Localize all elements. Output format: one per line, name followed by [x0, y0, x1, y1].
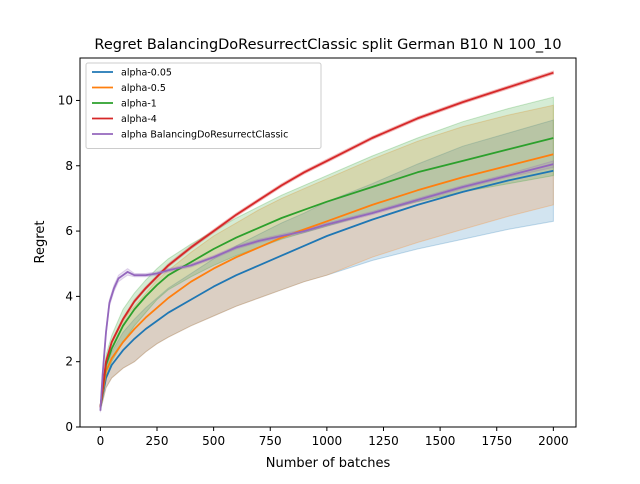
- legend-label: alpha-0.05: [121, 68, 172, 79]
- x-tick-label: 1000: [312, 434, 343, 448]
- x-tick-label: 250: [146, 434, 169, 448]
- y-axis-ticks: 0 2 4 6 8 10: [58, 93, 80, 434]
- x-axis-label: Number of batches: [266, 456, 391, 471]
- legend-box: [85, 62, 322, 149]
- legend-label: alpha-1: [121, 99, 157, 110]
- series-lines: [99, 71, 554, 411]
- legend-label: alpha BalancingDoResurrectClassic: [121, 130, 288, 141]
- x-tick-label: 750: [259, 434, 282, 448]
- x-tick-label: 500: [202, 434, 225, 448]
- x-tick-label: 2000: [538, 434, 569, 448]
- y-axis-label: Regret: [33, 221, 48, 264]
- x-tick-label: 1750: [481, 434, 512, 448]
- y-tick-label: 0: [65, 420, 73, 434]
- band-alpha-4: [99, 70, 554, 410]
- x-tick-label: 1250: [368, 434, 399, 448]
- x-tick-label: 0: [97, 434, 105, 448]
- y-tick-label: 2: [65, 355, 73, 369]
- y-tick-label: 10: [58, 93, 73, 107]
- y-tick-label: 6: [65, 224, 73, 238]
- band-alpha-balancingdoresurrectclassic: [99, 160, 554, 413]
- series-line-alpha-0-05: [99, 169, 554, 408]
- chart-title: Regret BalancingDoResurrectClassic split…: [94, 37, 561, 53]
- series-line-alpha-balancingdoresurrectclassic: [99, 163, 554, 411]
- y-tick-label: 8: [65, 159, 73, 173]
- y-tick-label: 4: [65, 289, 73, 303]
- x-axis-ticks: 0 250 500 750 1000 1250 1500 1750 2000: [97, 427, 569, 448]
- band-alpha-1: [99, 96, 554, 411]
- series-line-alpha-0-5: [99, 153, 554, 408]
- x-tick-label: 1500: [425, 434, 456, 448]
- legend-label: alpha-4: [121, 114, 157, 125]
- plot-area-frame: [79, 57, 577, 428]
- series-line-alpha-1: [99, 137, 554, 408]
- legend: alpha-0.05 alpha-0.5 alpha-1 alpha-4 alpha B…: [85, 62, 322, 149]
- series-line-alpha-4: [99, 71, 554, 408]
- band-alpha-0-5: [99, 104, 554, 411]
- legend-label: alpha-0.5: [121, 83, 166, 94]
